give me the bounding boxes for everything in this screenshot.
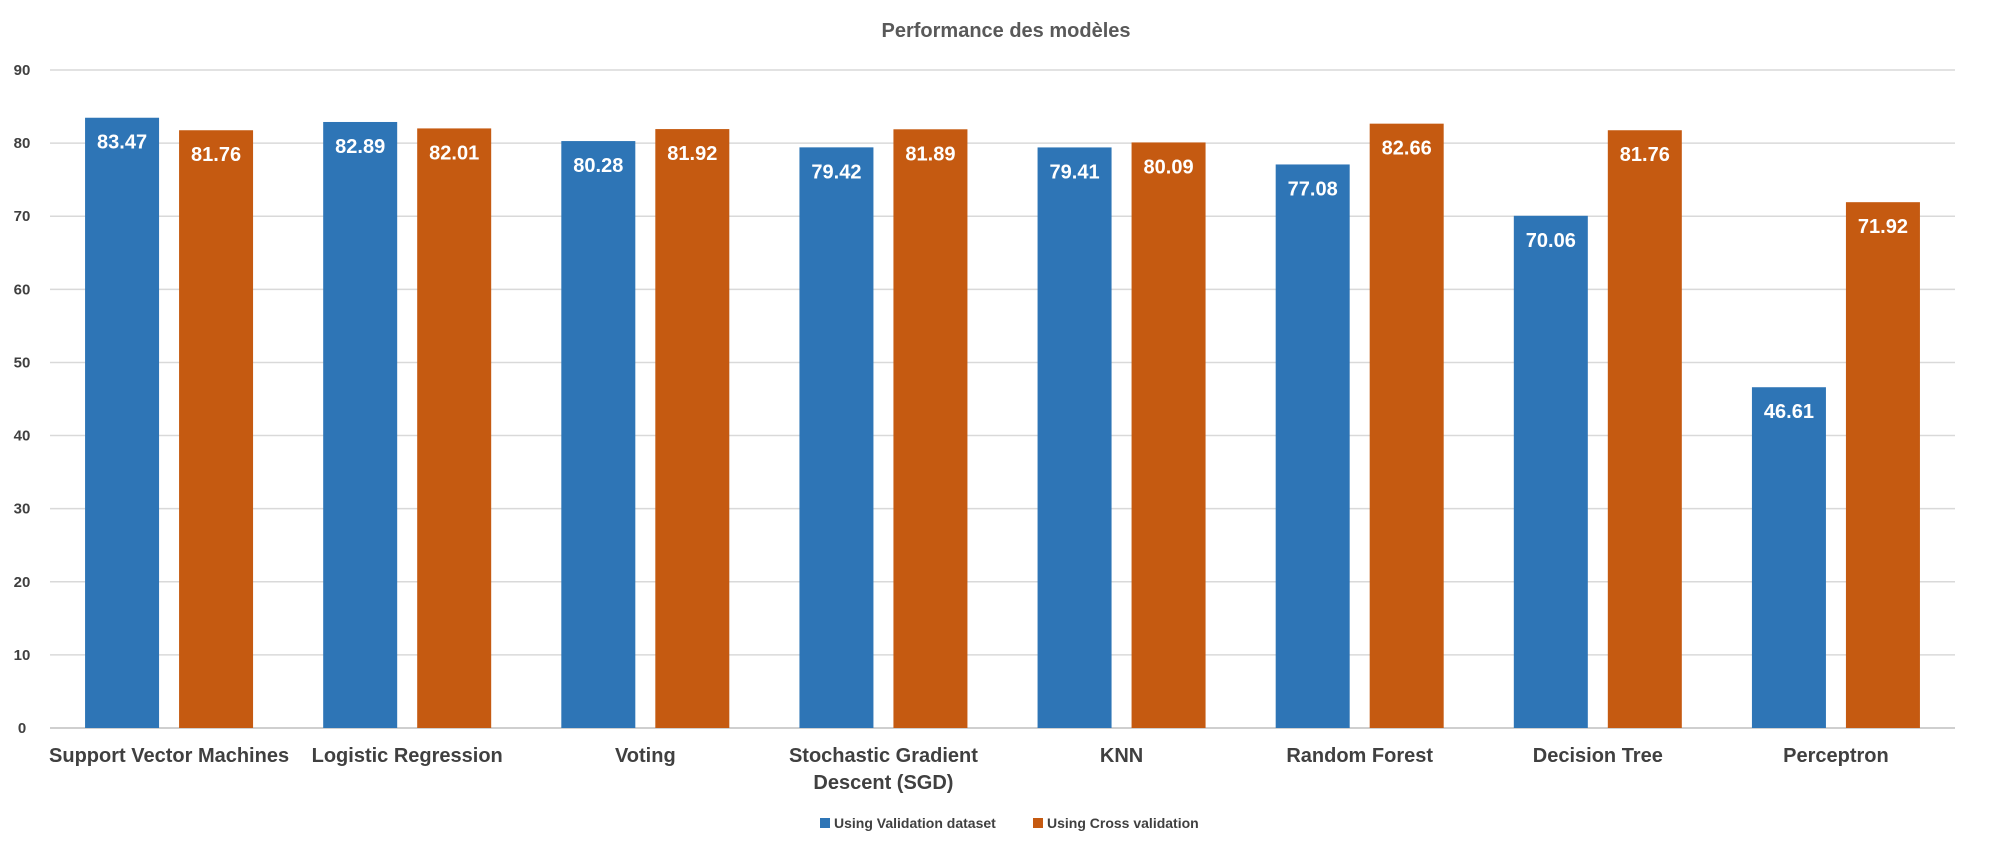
legend-label: Using Cross validation bbox=[1047, 815, 1199, 831]
data-label: 82.01 bbox=[429, 142, 479, 164]
data-label: 82.66 bbox=[1382, 138, 1432, 160]
data-label: 82.89 bbox=[335, 136, 385, 158]
y-tick-label: 70 bbox=[14, 208, 31, 225]
x-category-label: Stochastic Gradient bbox=[789, 745, 978, 767]
bar-validation bbox=[1751, 387, 1826, 728]
bar-cross-validation bbox=[1369, 123, 1444, 728]
x-category-label: Support Vector Machines bbox=[49, 745, 289, 767]
bar-cross-validation bbox=[1845, 202, 1920, 729]
legend-swatch bbox=[1033, 818, 1043, 828]
data-label: 81.76 bbox=[1620, 144, 1670, 166]
legend: Using Validation dataset Using Cross vali… bbox=[820, 815, 1199, 831]
data-label: 81.89 bbox=[905, 143, 955, 165]
data-label: 46.61 bbox=[1764, 401, 1814, 423]
bar-validation bbox=[799, 147, 874, 728]
bar-validation bbox=[85, 117, 160, 728]
bar-validation bbox=[1275, 164, 1350, 729]
y-axis-ticks: 0 10 20 30 40 50 60 70 80 90 bbox=[14, 62, 31, 737]
x-category-label: Decision Tree bbox=[1533, 745, 1663, 767]
bar-cross-validation bbox=[893, 129, 968, 729]
x-category-label: Logistic Regression bbox=[312, 745, 503, 767]
x-category-label: Voting bbox=[615, 745, 676, 767]
data-label: 71.92 bbox=[1858, 216, 1908, 238]
bar-cross-validation bbox=[1131, 142, 1206, 728]
data-label: 70.06 bbox=[1526, 230, 1576, 252]
y-tick-label: 30 bbox=[14, 501, 31, 518]
legend-swatch bbox=[820, 818, 830, 828]
x-category-label: Random Forest bbox=[1286, 745, 1433, 767]
y-tick-label: 80 bbox=[14, 135, 31, 152]
data-label: 79.42 bbox=[811, 161, 861, 183]
bar-cross-validation bbox=[179, 130, 254, 729]
data-label: 81.76 bbox=[191, 144, 241, 166]
x-category-label: Descent (SGD) bbox=[813, 772, 953, 794]
bar-validation bbox=[1513, 215, 1588, 728]
bar-validation bbox=[323, 121, 398, 729]
data-label: 79.41 bbox=[1050, 161, 1100, 183]
y-tick-label: 40 bbox=[14, 428, 31, 445]
y-tick-label: 50 bbox=[14, 354, 31, 371]
x-category-label: KNN bbox=[1100, 745, 1143, 767]
x-category-label: Perceptron bbox=[1783, 745, 1889, 767]
data-label: 80.28 bbox=[573, 155, 623, 177]
data-label: 83.47 bbox=[97, 132, 147, 154]
bar-validation bbox=[561, 141, 636, 729]
bar-cross-validation bbox=[655, 129, 730, 728]
bars: 83.47 81.76 82.89 82.01 80.28 81.92 79.42 81.89… bbox=[85, 117, 1920, 729]
x-axis-labels: Support Vector Machines Logistic Regressi… bbox=[49, 745, 1889, 794]
y-tick-label: 90 bbox=[14, 62, 31, 79]
y-tick-label: 0 bbox=[18, 720, 26, 737]
y-tick-label: 20 bbox=[14, 574, 31, 591]
data-label: 77.08 bbox=[1288, 178, 1338, 200]
bar-validation bbox=[1037, 147, 1112, 728]
data-label: 81.92 bbox=[667, 143, 717, 165]
bar-cross-validation bbox=[417, 128, 492, 728]
bar-cross-validation bbox=[1607, 130, 1682, 729]
data-label: 80.09 bbox=[1144, 156, 1194, 178]
legend-label: Using Validation dataset bbox=[834, 815, 996, 831]
y-tick-label: 10 bbox=[14, 647, 31, 664]
chart-title: Performance des modèles bbox=[882, 20, 1131, 42]
y-tick-label: 60 bbox=[14, 281, 31, 298]
